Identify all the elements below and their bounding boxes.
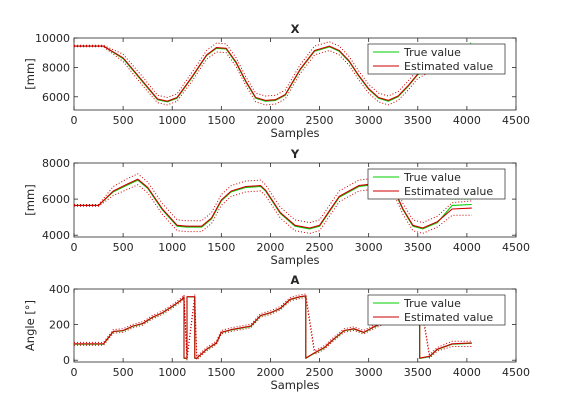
- x-tick-label: 4500: [502, 366, 530, 379]
- x-tick-label: 3000: [355, 241, 383, 254]
- legend-label: True value: [403, 171, 461, 184]
- x-tick-label: 2500: [306, 366, 334, 379]
- y-tick-label: 200: [49, 319, 70, 332]
- x-tick-label: 2000: [256, 366, 284, 379]
- legend-label: Estimated value: [404, 311, 493, 324]
- y-tick-label: 6000: [42, 91, 70, 104]
- legend-label: Estimated value: [404, 185, 493, 198]
- y-tick-label: 0: [63, 354, 70, 367]
- x-tick-label: 2500: [306, 241, 334, 254]
- x-tick-label: 3500: [404, 366, 432, 379]
- x-tick-label: 1500: [207, 366, 235, 379]
- x-tick-label: 3500: [404, 241, 432, 254]
- x-tick-label: 3000: [355, 366, 383, 379]
- y-tick-label: 8000: [42, 157, 70, 170]
- x-tick-label: 4000: [453, 366, 481, 379]
- subplot-1: 0 500 1000 1500 2000 2500 3000 3500 4000 4500 6000…: [23, 22, 530, 140]
- y-tick-label: 8000: [42, 61, 70, 74]
- x-tick-label: 0: [71, 241, 78, 254]
- y-axis-label: Angle [°]: [23, 300, 37, 351]
- series-group: [74, 41, 473, 106]
- x-tick-label: 1000: [158, 241, 186, 254]
- legend-box: [367, 294, 506, 326]
- x-tick-label: 2000: [256, 114, 284, 127]
- x-axis-label: Samples: [270, 253, 319, 267]
- subplot-title: Y: [290, 147, 300, 161]
- series-line-4: [74, 184, 472, 234]
- legend-box: [367, 43, 506, 75]
- x-tick-label: 1000: [158, 366, 186, 379]
- y-axis-label: [mm]: [23, 184, 37, 215]
- x-tick-label: 500: [113, 241, 134, 254]
- y-tick-label: 4000: [42, 229, 70, 242]
- x-tick-label: 0: [71, 114, 78, 127]
- x-axis-label: Samples: [270, 378, 319, 392]
- x-tick-label: 4500: [502, 241, 530, 254]
- x-tick-label: 0: [71, 366, 78, 379]
- series-line-4: [74, 297, 472, 361]
- x-tick-label: 1000: [158, 114, 186, 127]
- legend-box: [367, 168, 506, 200]
- y-tick-label: 400: [49, 283, 70, 296]
- x-tick-label: 4000: [453, 114, 481, 127]
- x-tick-label: 2000: [256, 241, 284, 254]
- x-tick-label: 3000: [355, 114, 383, 127]
- x-tick-label: 1500: [207, 114, 235, 127]
- series-line-1: [74, 45, 438, 103]
- subplot-3: 0 500 1000 1500 2000 2500 3000 3500 4000 4500 0 200…: [23, 273, 530, 392]
- x-tick-label: 1500: [207, 241, 235, 254]
- legend-label: True value: [403, 46, 461, 59]
- x-tick-label: 4500: [502, 114, 530, 127]
- series-line-2: [74, 178, 472, 229]
- x-tick-label: 4000: [453, 241, 481, 254]
- y-axis-label: [mm]: [23, 58, 37, 89]
- y-tick-label: 6000: [42, 193, 70, 206]
- x-axis-label: Samples: [270, 126, 319, 140]
- series-line-2: [74, 45, 438, 102]
- subplot-2: 0 500 1000 1500 2000 2500 3000 3500 4000 4500 4000…: [23, 147, 530, 267]
- x-tick-label: 3500: [404, 114, 432, 127]
- x-tick-label: 2500: [306, 114, 334, 127]
- y-tick-label: 10000: [35, 32, 70, 45]
- x-tick-label: 500: [113, 114, 134, 127]
- legend-label: True value: [403, 297, 461, 310]
- subplot-title: A: [291, 273, 300, 287]
- series-line-4: [74, 46, 438, 106]
- legend-label: Estimated value: [404, 60, 493, 73]
- x-tick-label: 500: [113, 366, 134, 379]
- subplot-title: X: [291, 22, 300, 36]
